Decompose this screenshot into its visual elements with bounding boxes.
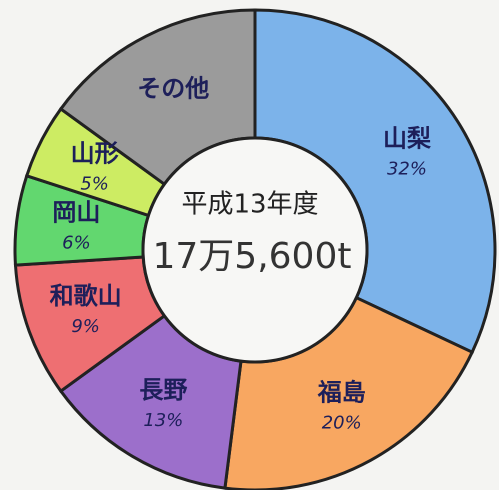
slice-label: 岡山 <box>52 198 100 226</box>
value-label: 20% <box>322 413 362 434</box>
center-total: 17万5,600t <box>153 236 352 277</box>
value-label: 13% <box>143 410 183 431</box>
slice-label: 山形 <box>71 139 119 167</box>
value-label: 5% <box>80 173 109 194</box>
value-label: 9% <box>71 316 100 337</box>
value-label: 6% <box>62 232 91 253</box>
center-subtitle: 平成13年度 <box>181 190 318 220</box>
slice-label: 和歌山 <box>50 282 122 310</box>
slice-label: その他 <box>137 75 209 103</box>
slice-label: 福島 <box>317 379 366 407</box>
value-label: 32% <box>387 159 427 180</box>
slice-label: 長野 <box>139 376 187 404</box>
slice-label: 山梨 <box>383 125 431 153</box>
donut-hole <box>141 136 369 364</box>
